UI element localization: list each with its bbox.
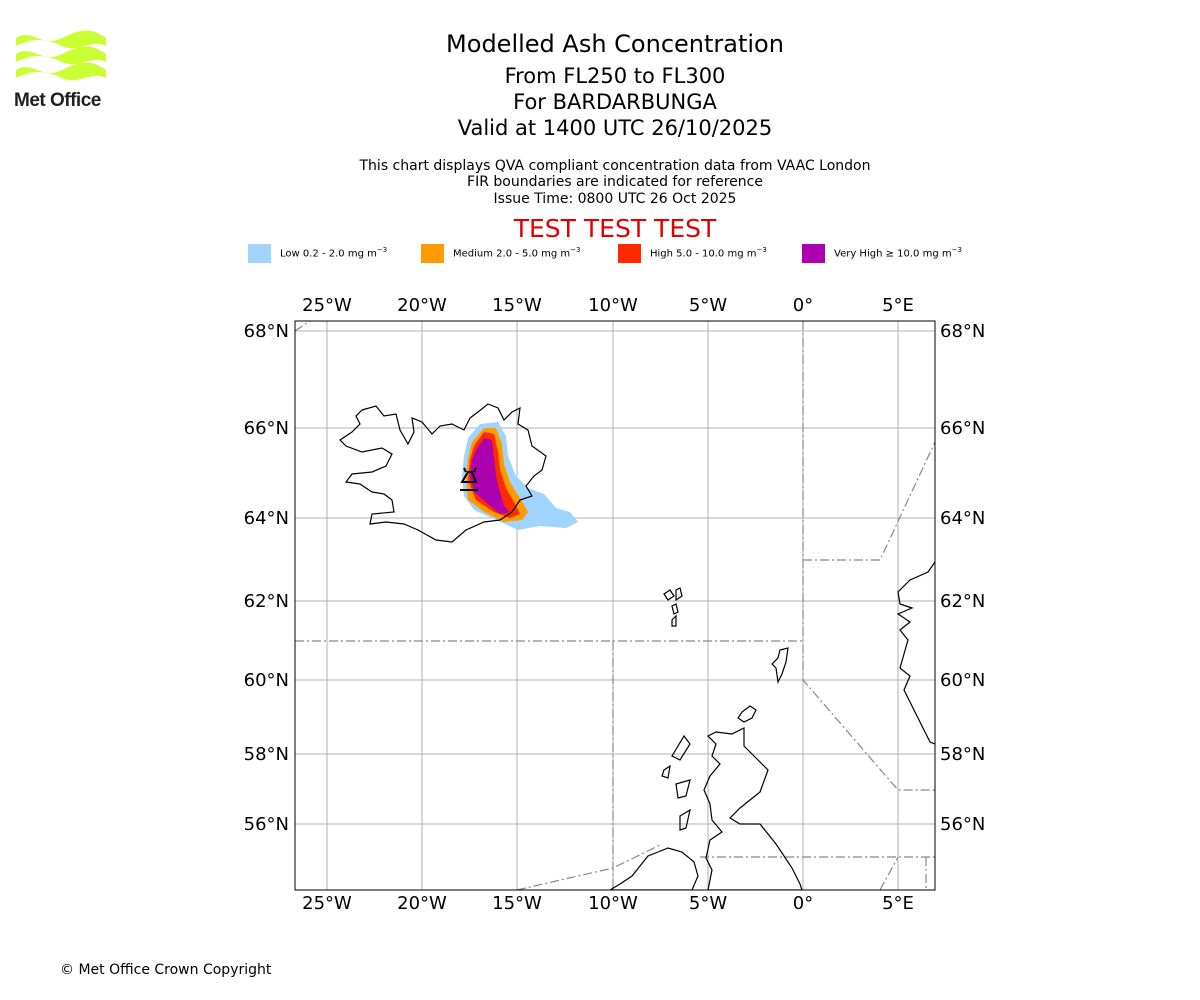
legend-label-high: High 5.0 - 10.0 [650,248,725,260]
iceland-coast [339,403,547,543]
scotland-coast [703,727,803,890]
legend-label-very-high: Very High ≥ 10.0 [834,248,920,260]
lon-label-bottom: 20°W [397,893,447,914]
lon-label-top: 0° [793,295,813,316]
legend-swatch-high [618,244,641,263]
longitude-labels-top: 25°W 20°W 15°W 10°W 5°W 0° 5°E [302,295,914,316]
ash-contours [462,422,578,530]
lat-label-left: 64°N [244,508,289,529]
graticule [295,321,935,890]
flight-levels: From FL250 to FL300 [504,64,726,88]
shetland-islands [771,647,789,684]
lon-label-bottom: 5°E [882,893,914,914]
lat-label-left: 68°N [244,321,289,342]
ireland-coast [608,847,699,890]
met-office-logo: Met Office [14,30,109,112]
test-banner: TEST TEST TEST [513,214,717,243]
lon-label-bottom: 25°W [302,893,352,914]
lat-label-right: 58°N [940,744,985,765]
legend-swatch-low [248,244,271,263]
issue-time: Issue Time: 0800 UTC 26 Oct 2025 [493,191,737,207]
lon-label-top: 5°E [882,295,914,316]
lon-label-top: 20°W [397,295,447,316]
lat-label-left: 66°N [244,418,289,439]
subtitle-line-1: This chart displays QVA compliant concen… [359,158,871,174]
hebrides [661,734,691,831]
legend-swatch-medium [421,244,444,263]
lat-label-right: 56°N [940,814,985,835]
coastlines [339,403,935,890]
ash-area-very-high [470,438,510,514]
met-office-waves-icon [16,30,106,81]
map-frame [294,320,936,891]
lat-label-left: 60°N [244,670,289,691]
faroe-islands [663,587,683,627]
lat-label-right: 62°N [940,591,985,612]
lon-label-top: 10°W [588,295,638,316]
lon-label-bottom: 0° [793,893,813,914]
volcano-title: For BARDARBUNGA [513,90,717,114]
chart-title: Modelled Ash Concentration [446,30,784,58]
latitude-labels-left: 68°N 66°N 64°N 62°N 60°N 58°N 56°N [244,321,289,835]
lat-label-right: 66°N [940,418,985,439]
legend-label-low: Low 0.2 - 2.0 [280,248,345,260]
orkney-islands [737,705,757,723]
legend-label-medium: Medium 2.0 - 5.0 [453,248,538,260]
lat-label-right: 64°N [940,508,985,529]
logo-wordmark: Met Office [14,90,101,111]
lat-label-left: 56°N [244,814,289,835]
legend-swatch-very-high [802,244,825,263]
latitude-labels-right: 68°N 66°N 64°N 62°N 60°N 58°N 56°N [940,321,985,835]
lon-label-bottom: 5°W [689,893,727,914]
subtitle-line-2: FIR boundaries are indicated for referen… [467,174,763,190]
fir-boundaries [295,321,935,890]
lon-label-bottom: 15°W [492,893,542,914]
copyright: © Met Office Crown Copyright [60,962,272,978]
lon-label-top: 15°W [492,295,542,316]
lat-label-right: 60°N [940,670,985,691]
lon-label-top: 25°W [302,295,352,316]
volcano-icon [460,467,478,491]
lat-label-left: 58°N [244,744,289,765]
lat-label-left: 62°N [244,591,289,612]
lat-label-right: 68°N [940,321,985,342]
lon-label-top: 5°W [689,295,727,316]
lon-label-bottom: 10°W [588,893,638,914]
longitude-labels-bottom: 25°W 20°W 15°W 10°W 5°W 0° 5°E [302,893,914,914]
norway-coast [896,561,935,745]
valid-time: Valid at 1400 UTC 26/10/2025 [457,116,773,140]
